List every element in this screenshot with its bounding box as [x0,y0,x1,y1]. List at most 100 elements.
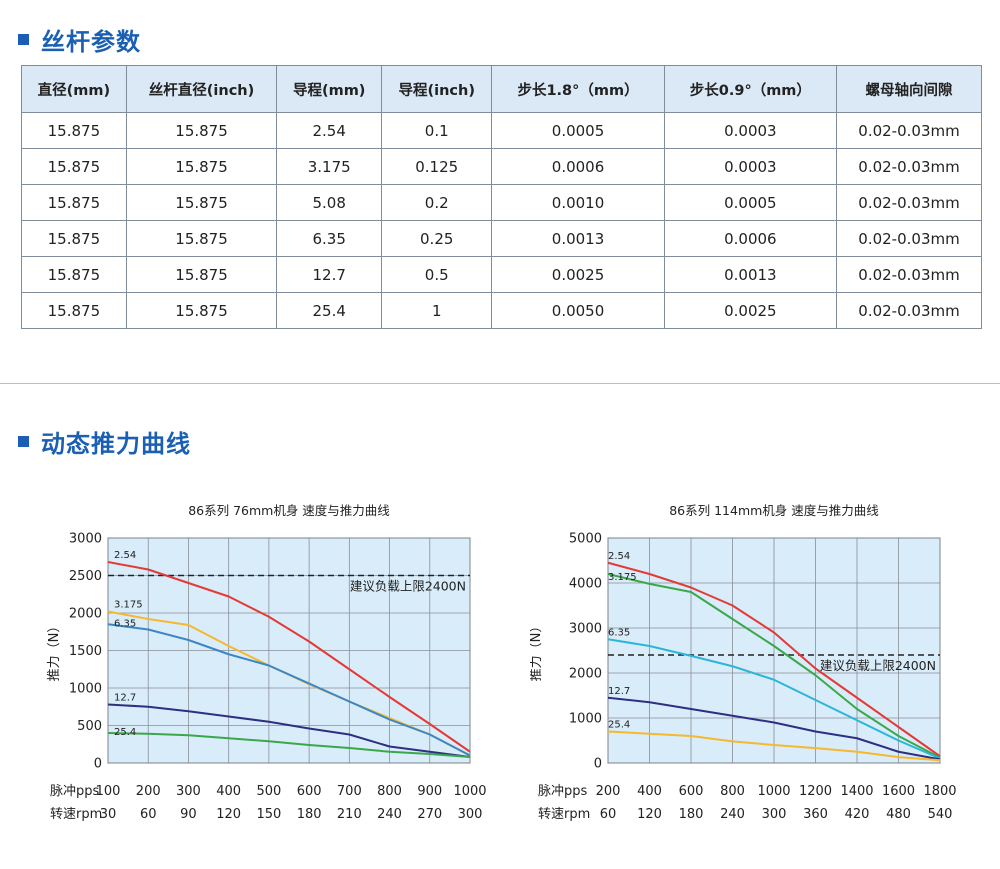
table-cell: 15.875 [125,148,278,185]
table-cell: 15.875 [21,256,127,293]
x-tick-label: 600 [679,784,704,799]
table-cell: 15.875 [125,256,278,293]
x2-tick-label: 30 [100,807,117,822]
x2-tick-label: 60 [140,807,157,822]
table-cell: 12.7 [276,256,383,293]
x2-tick-label: 300 [458,807,483,822]
table-cell: 1 [381,292,493,329]
x-tick-label: 1000 [757,784,790,799]
x-tick-label: 1600 [882,784,915,799]
table-cell: 0.0003 [663,148,838,185]
series-label: 25.4 [608,720,630,731]
x2-tick-label: 360 [803,807,828,822]
table-cell: 2.54 [276,112,383,149]
table-cell: 0.02-0.03mm [836,220,982,257]
series-label: 12.7 [114,693,136,704]
table-row: 15.875 15.875 3.175 0.125 0.0006 0.0003 0.02-0… [21,148,982,185]
y-tick-label: 1500 [69,644,102,659]
table-cell: 25.4 [276,292,383,329]
y-tick-label: 2000 [69,607,102,622]
table-cell: 15.875 [125,184,278,221]
y-tick-label: 1000 [69,682,102,697]
table-header-cell: 导程(mm) [276,65,383,113]
table-cell: 0.125 [381,148,493,185]
table-cell: 0.0013 [663,256,838,293]
table-cell: 15.875 [21,112,127,149]
table-cell: 15.875 [21,220,127,257]
table-cell: 0.0010 [491,184,665,221]
x-tick-label: 600 [297,784,322,799]
load-limit-label: 建议负载上限2400N [350,579,466,594]
x-tick-label: 200 [136,784,161,799]
table-row: 15.875 15.875 6.35 0.25 0.0013 0.0006 0.02-0.0… [21,220,982,257]
x-tick-label: 300 [176,784,201,799]
table-cell: 15.875 [125,292,278,329]
table-cell: 15.875 [21,184,127,221]
y-tick-label: 2500 [69,569,102,584]
y-tick-label: 500 [77,719,102,734]
x-tick-label: 800 [377,784,402,799]
table-cell: 15.875 [125,112,278,149]
table-cell: 0.0025 [491,256,665,293]
table-cell: 0.25 [381,220,493,257]
table-cell: 0.0013 [491,220,665,257]
x-axis-label: 脉冲pps [50,784,100,799]
x-tick-label: 500 [256,784,281,799]
table-header-cell: 导程(inch) [381,65,493,113]
series-label: 3.175 [608,572,637,583]
table-cell: 0.0050 [491,292,665,329]
x2-tick-label: 240 [377,807,402,822]
x-tick-label: 1200 [799,784,832,799]
x2-tick-label: 210 [337,807,362,822]
series-line-2.54 [107,561,471,753]
y-axis-label: 推力（N） [47,620,62,682]
table-header-cell: 螺母轴向间隙 [836,65,982,113]
y-tick-label: 1000 [569,712,602,727]
x-tick-label: 200 [596,784,621,799]
x2-axis-label: 转速rpm [538,807,590,822]
table-cell: 15.875 [125,220,278,257]
x2-tick-label: 420 [845,807,870,822]
y-axis-label: 推力（N） [530,620,544,682]
table-cell: 0.1 [381,112,493,149]
x2-tick-label: 480 [886,807,911,822]
thrust-chart-76mm: 86系列 76mm机身 速度与推力曲线 0 500 1000 1500 2000 2500 3… [47,503,487,822]
table-header-cell: 步长0.9°（mm） [663,65,838,113]
table-cell: 0.2 [381,184,493,221]
table-cell: 0.0005 [491,112,665,149]
x2-tick-label: 270 [417,807,442,822]
series-label: 12.7 [608,686,630,697]
y-tick-label: 4000 [569,577,602,592]
section-header-params: 丝杆参数 [18,22,141,57]
thrust-chart-114mm: 86系列 114mm机身 速度与推力曲线 0 1000 2000 3000 4000 500… [530,503,957,822]
y-tick-label: 0 [94,757,102,772]
series-label: 2.54 [608,551,630,562]
x-tick-label: 100 [96,784,121,799]
x2-tick-label: 180 [297,807,322,822]
series-line-12.7 [107,703,471,758]
table-header-cell: 丝杆直径(inch) [125,65,278,113]
table-header-cell: 步长1.8°（mm） [491,65,665,113]
x-tick-label: 800 [720,784,745,799]
x2-tick-label: 150 [256,807,281,822]
x-tick-label: 700 [337,784,362,799]
x-tick-label: 900 [417,784,442,799]
table-cell: 0.0025 [663,292,838,329]
table-cell: 0.0003 [663,112,838,149]
table-cell: 5.08 [276,184,383,221]
square-bullet-icon [18,34,29,45]
x-tick-label: 400 [637,784,662,799]
x2-tick-label: 90 [180,807,197,822]
x-axis-label: 脉冲pps [538,784,588,799]
section-title: 动态推力曲线 [41,430,191,458]
table-cell: 0.02-0.03mm [836,184,982,221]
table-header-cell: 直径(mm) [21,65,127,113]
x-tick-label: 400 [216,784,241,799]
x2-tick-label: 300 [762,807,787,822]
y-tick-label: 0 [594,757,602,772]
table-cell: 15.875 [21,148,127,185]
square-bullet-icon [18,436,29,447]
table-cell: 0.02-0.03mm [836,112,982,149]
table-cell: 0.0006 [491,148,665,185]
series-label: 2.54 [114,550,136,561]
